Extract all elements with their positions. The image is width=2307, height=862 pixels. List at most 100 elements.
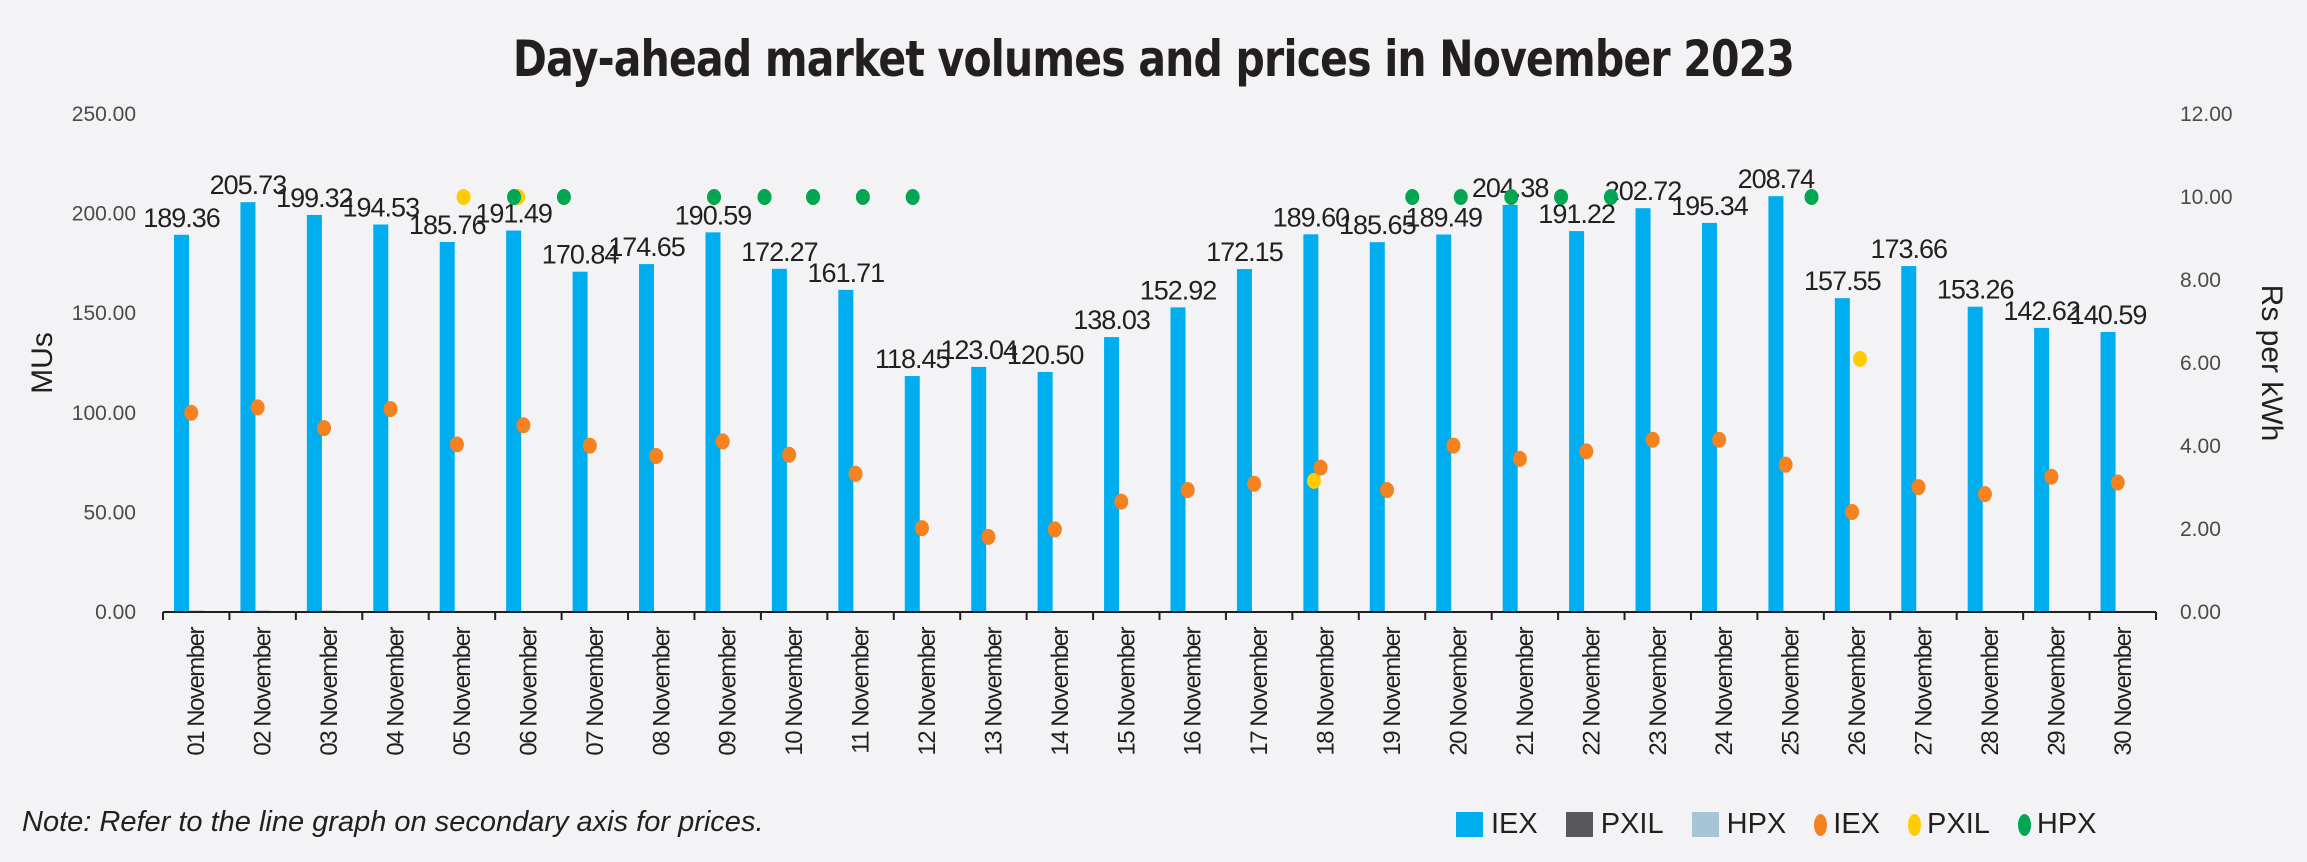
price-marker-iex: [2044, 468, 2059, 485]
price-marker-iex: [715, 433, 730, 450]
x-tick-label: 11 November: [848, 627, 875, 754]
bar-iex: [1701, 222, 1717, 612]
bar-iex: [1303, 234, 1319, 612]
x-tick-label: 09 November: [715, 627, 742, 756]
price-marker-iex: [449, 436, 464, 453]
y-axis-title: MUs: [26, 332, 59, 394]
x-tick-label: 17 November: [1246, 627, 1273, 756]
x-tick-label: 02 November: [250, 627, 277, 756]
price-marker-iex: [914, 520, 929, 537]
bar-iex: [174, 234, 189, 613]
data-label: 120.50: [1007, 340, 1084, 370]
data-label: 195.34: [1671, 191, 1749, 221]
x-tick-label: 21 November: [1512, 627, 1539, 756]
price-marker-iex: [1512, 450, 1527, 467]
bar-iex: [306, 214, 322, 612]
chart-note: Note: Refer to the line graph on seconda…: [22, 806, 764, 838]
price-marker-iex: [1911, 479, 1926, 496]
legend-marker-icon: [1814, 813, 1828, 836]
x-tick-label: 30 November: [2110, 627, 2137, 756]
price-marker-iex: [1313, 459, 1328, 476]
bar-iex: [1037, 371, 1053, 612]
legend-label: IEX: [1833, 808, 1881, 840]
legend-swatch: [1456, 812, 1483, 837]
x-tick-label: 18 November: [1313, 627, 1340, 756]
y2-tick-label: 6.00: [2180, 352, 2221, 375]
legend-label: HPX: [2036, 808, 2097, 840]
price-marker-iex: [848, 465, 863, 482]
y-tick-label: 200.00: [72, 203, 136, 226]
bar-iex: [1369, 242, 1385, 613]
x-tick-label: 27 November: [1910, 627, 1937, 756]
bar-iex: [1104, 337, 1120, 612]
data-label: 189.49: [1405, 203, 1482, 233]
bar-iex: [1170, 307, 1186, 612]
y2-tick-label: 4.00: [2180, 435, 2221, 458]
legend-item: HPX: [1691, 808, 1786, 841]
price-marker-pxil: [1853, 350, 1868, 367]
data-label: 189.60: [1273, 202, 1350, 232]
price-marker-iex: [1380, 481, 1395, 498]
data-label: 205.73: [210, 170, 287, 200]
legend-item: IEX: [1814, 808, 1880, 841]
y-tick-label: 50.00: [83, 501, 136, 524]
legend-swatch: [1691, 812, 1719, 837]
x-tick-label: 23 November: [1645, 627, 1672, 756]
data-label: 189.36: [143, 203, 220, 233]
price-marker-iex: [582, 437, 597, 454]
x-tick-label: 08 November: [648, 627, 675, 756]
price-marker-hpx: [806, 189, 821, 205]
bar-iex: [373, 224, 389, 612]
data-label: 161.71: [808, 258, 885, 288]
price-marker-iex: [1845, 503, 1860, 520]
x-tick-label: 15 November: [1113, 627, 1140, 756]
data-label: 194.53: [343, 192, 420, 222]
price-marker-iex: [1645, 431, 1660, 448]
x-tick-label: 22 November: [1578, 627, 1605, 756]
data-label: 123.04: [940, 335, 1018, 365]
data-label: 202.72: [1605, 176, 1682, 206]
y2-tick-label: 2.00: [2180, 518, 2221, 541]
bar-iex: [705, 232, 721, 612]
x-tick-label: 24 November: [1711, 627, 1738, 756]
price-marker-hpx: [757, 189, 772, 205]
data-label: 172.15: [1206, 237, 1283, 267]
price-marker-iex: [1180, 481, 1195, 498]
legend-label: PXIL: [1600, 808, 1664, 840]
y-tick-label: 150.00: [72, 302, 136, 325]
x-tick-label: 28 November: [1977, 627, 2004, 756]
legend-label: PXIL: [1927, 808, 1990, 840]
price-marker-iex: [317, 420, 332, 437]
legend-marker-icon: [1908, 813, 1922, 836]
y2-axis-title: Rs per kWh: [2255, 285, 2288, 442]
legend-item: IEX: [1456, 808, 1538, 841]
legend-marker-icon: [2017, 813, 2031, 836]
bar-iex: [1768, 196, 1784, 612]
x-tick-label: 14 November: [1047, 627, 1074, 756]
price-marker-hpx: [1453, 189, 1468, 205]
bar-iex: [639, 264, 655, 612]
price-marker-iex: [1047, 521, 1062, 538]
bar-iex: [1236, 269, 1252, 612]
legend-swatch: [1565, 812, 1593, 837]
price-marker-hpx: [855, 189, 870, 205]
bar-iex: [2034, 327, 2050, 612]
price-marker-iex: [782, 446, 797, 463]
price-marker-iex: [1579, 443, 1594, 460]
price-marker-iex: [1712, 431, 1727, 448]
price-marker-iex: [516, 417, 531, 434]
price-marker-hpx: [1554, 189, 1569, 205]
x-tick-label: 12 November: [914, 627, 941, 756]
bar-iex: [971, 366, 987, 612]
y-tick-label: 250.00: [72, 103, 136, 126]
data-label: 152.92: [1140, 275, 1217, 305]
legend: IEX PXIL HPX IEX PXIL HPX: [1456, 808, 2125, 841]
bar-iex: [1967, 306, 1983, 612]
bar-iex: [1502, 204, 1518, 612]
data-label: 170.84: [542, 240, 620, 270]
data-label: 208.74: [1738, 164, 1816, 194]
data-label: 138.03: [1073, 305, 1150, 335]
y-tick-label: 0.00: [95, 601, 136, 624]
x-tick-label: 01 November: [183, 627, 210, 756]
